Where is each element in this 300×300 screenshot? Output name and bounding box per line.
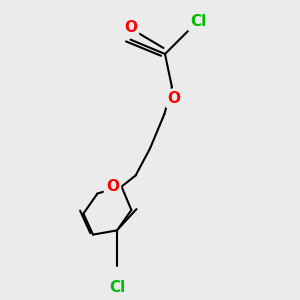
Text: Cl: Cl [109, 280, 125, 296]
Text: O: O [106, 179, 119, 194]
Text: Cl: Cl [190, 14, 206, 29]
Text: O: O [167, 91, 181, 106]
Text: O: O [124, 20, 137, 34]
